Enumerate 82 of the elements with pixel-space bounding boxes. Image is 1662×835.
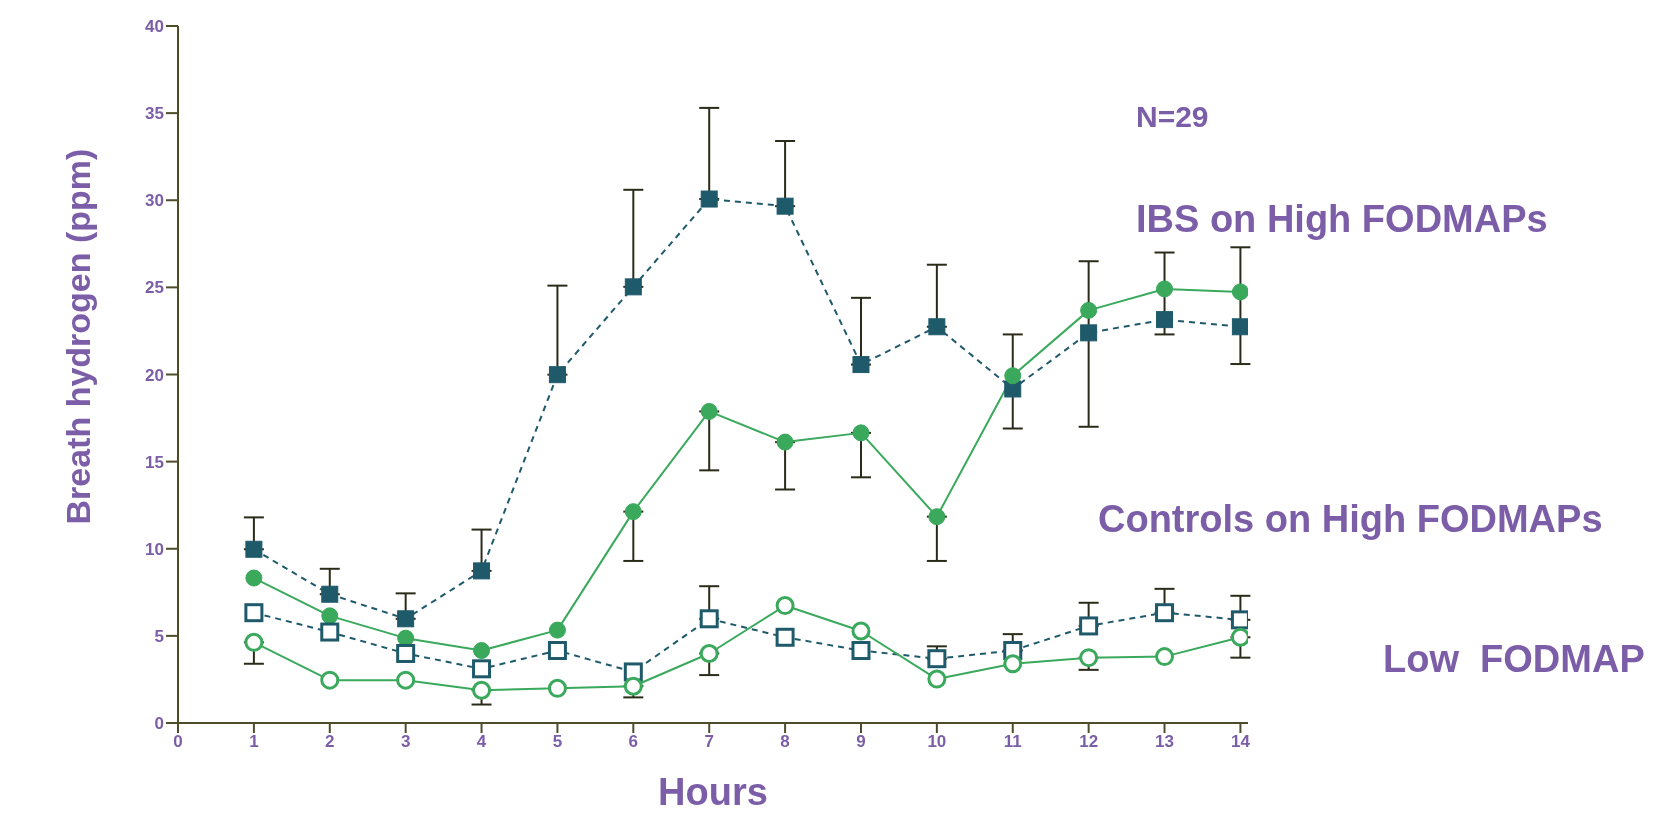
point	[1079, 616, 1099, 636]
point	[245, 540, 263, 558]
point	[397, 610, 415, 628]
point	[396, 670, 416, 690]
point	[245, 569, 263, 587]
x-tick-label: 10	[927, 732, 947, 752]
point	[547, 678, 567, 698]
point	[547, 641, 567, 661]
x-axis-title: Hours	[658, 771, 768, 813]
point	[1156, 280, 1174, 298]
y-axis-title: Breath hydrogen (ppm)	[59, 148, 98, 525]
point	[1080, 301, 1098, 319]
y-tick-label: 30	[145, 191, 164, 211]
point	[927, 649, 947, 669]
point	[1079, 648, 1099, 668]
y-tick-label: 35	[145, 104, 164, 124]
point	[1080, 324, 1098, 342]
x-tick-label: 0	[173, 732, 183, 752]
x-tick-label: 5	[552, 732, 563, 752]
point	[320, 670, 340, 690]
point	[624, 278, 642, 296]
x-tick-label: 8	[780, 732, 790, 752]
point	[928, 508, 946, 526]
x-tick-label: 13	[1155, 732, 1174, 752]
point	[851, 641, 871, 661]
point	[852, 424, 870, 442]
x-tick-label: 6	[628, 732, 639, 752]
x-tick-label: 4	[476, 732, 487, 752]
point	[1155, 647, 1175, 667]
annotation: Controls on High FODMAPs	[1098, 498, 1603, 541]
x-tick-label: 11	[1003, 732, 1022, 752]
point	[1004, 367, 1022, 385]
point	[1155, 603, 1175, 623]
x-tick-label: 1	[249, 732, 259, 752]
point	[624, 503, 642, 521]
point	[927, 669, 947, 689]
point	[472, 659, 492, 679]
point	[244, 603, 264, 623]
point	[473, 642, 491, 660]
y-tick-label: 0	[154, 714, 164, 734]
y-tick-label: 25	[145, 278, 164, 298]
x-tick-label: 12	[1079, 732, 1099, 752]
point	[321, 607, 339, 625]
point	[623, 676, 643, 696]
point	[1231, 318, 1248, 336]
annotation: IBS on High FODMAPs	[1136, 198, 1548, 241]
y-tick-label: 20	[145, 365, 164, 385]
point	[775, 627, 795, 647]
point	[472, 680, 492, 700]
point	[851, 621, 871, 641]
point	[1230, 627, 1248, 647]
annotation: N=29	[1136, 100, 1209, 134]
point	[1230, 610, 1248, 630]
point	[700, 190, 718, 208]
y-tick-label: 10	[145, 539, 164, 559]
point	[776, 197, 794, 215]
point	[699, 609, 719, 629]
point	[473, 562, 491, 580]
point	[396, 643, 416, 663]
point	[548, 366, 566, 384]
point	[699, 643, 719, 663]
x-tick-label: 14	[1230, 732, 1251, 752]
point	[700, 402, 718, 420]
x-tick-label: 9	[856, 732, 866, 752]
point	[1156, 311, 1174, 329]
y-tick-label: 15	[145, 452, 164, 472]
point	[1003, 654, 1023, 674]
point	[1231, 283, 1248, 301]
point	[928, 318, 946, 336]
text: Low FODMAP	[1383, 638, 1645, 681]
y-tick-label: 5	[154, 626, 164, 646]
point	[244, 632, 264, 652]
y-tick-label: 40	[145, 17, 164, 37]
point	[548, 621, 566, 639]
x-tick-label: 7	[704, 732, 714, 752]
point	[321, 585, 339, 603]
x-tick-label: 3	[400, 732, 411, 752]
point	[775, 596, 795, 616]
point	[320, 622, 340, 642]
x-tick-label: 2	[325, 732, 335, 752]
point	[776, 433, 794, 451]
point	[852, 356, 870, 374]
